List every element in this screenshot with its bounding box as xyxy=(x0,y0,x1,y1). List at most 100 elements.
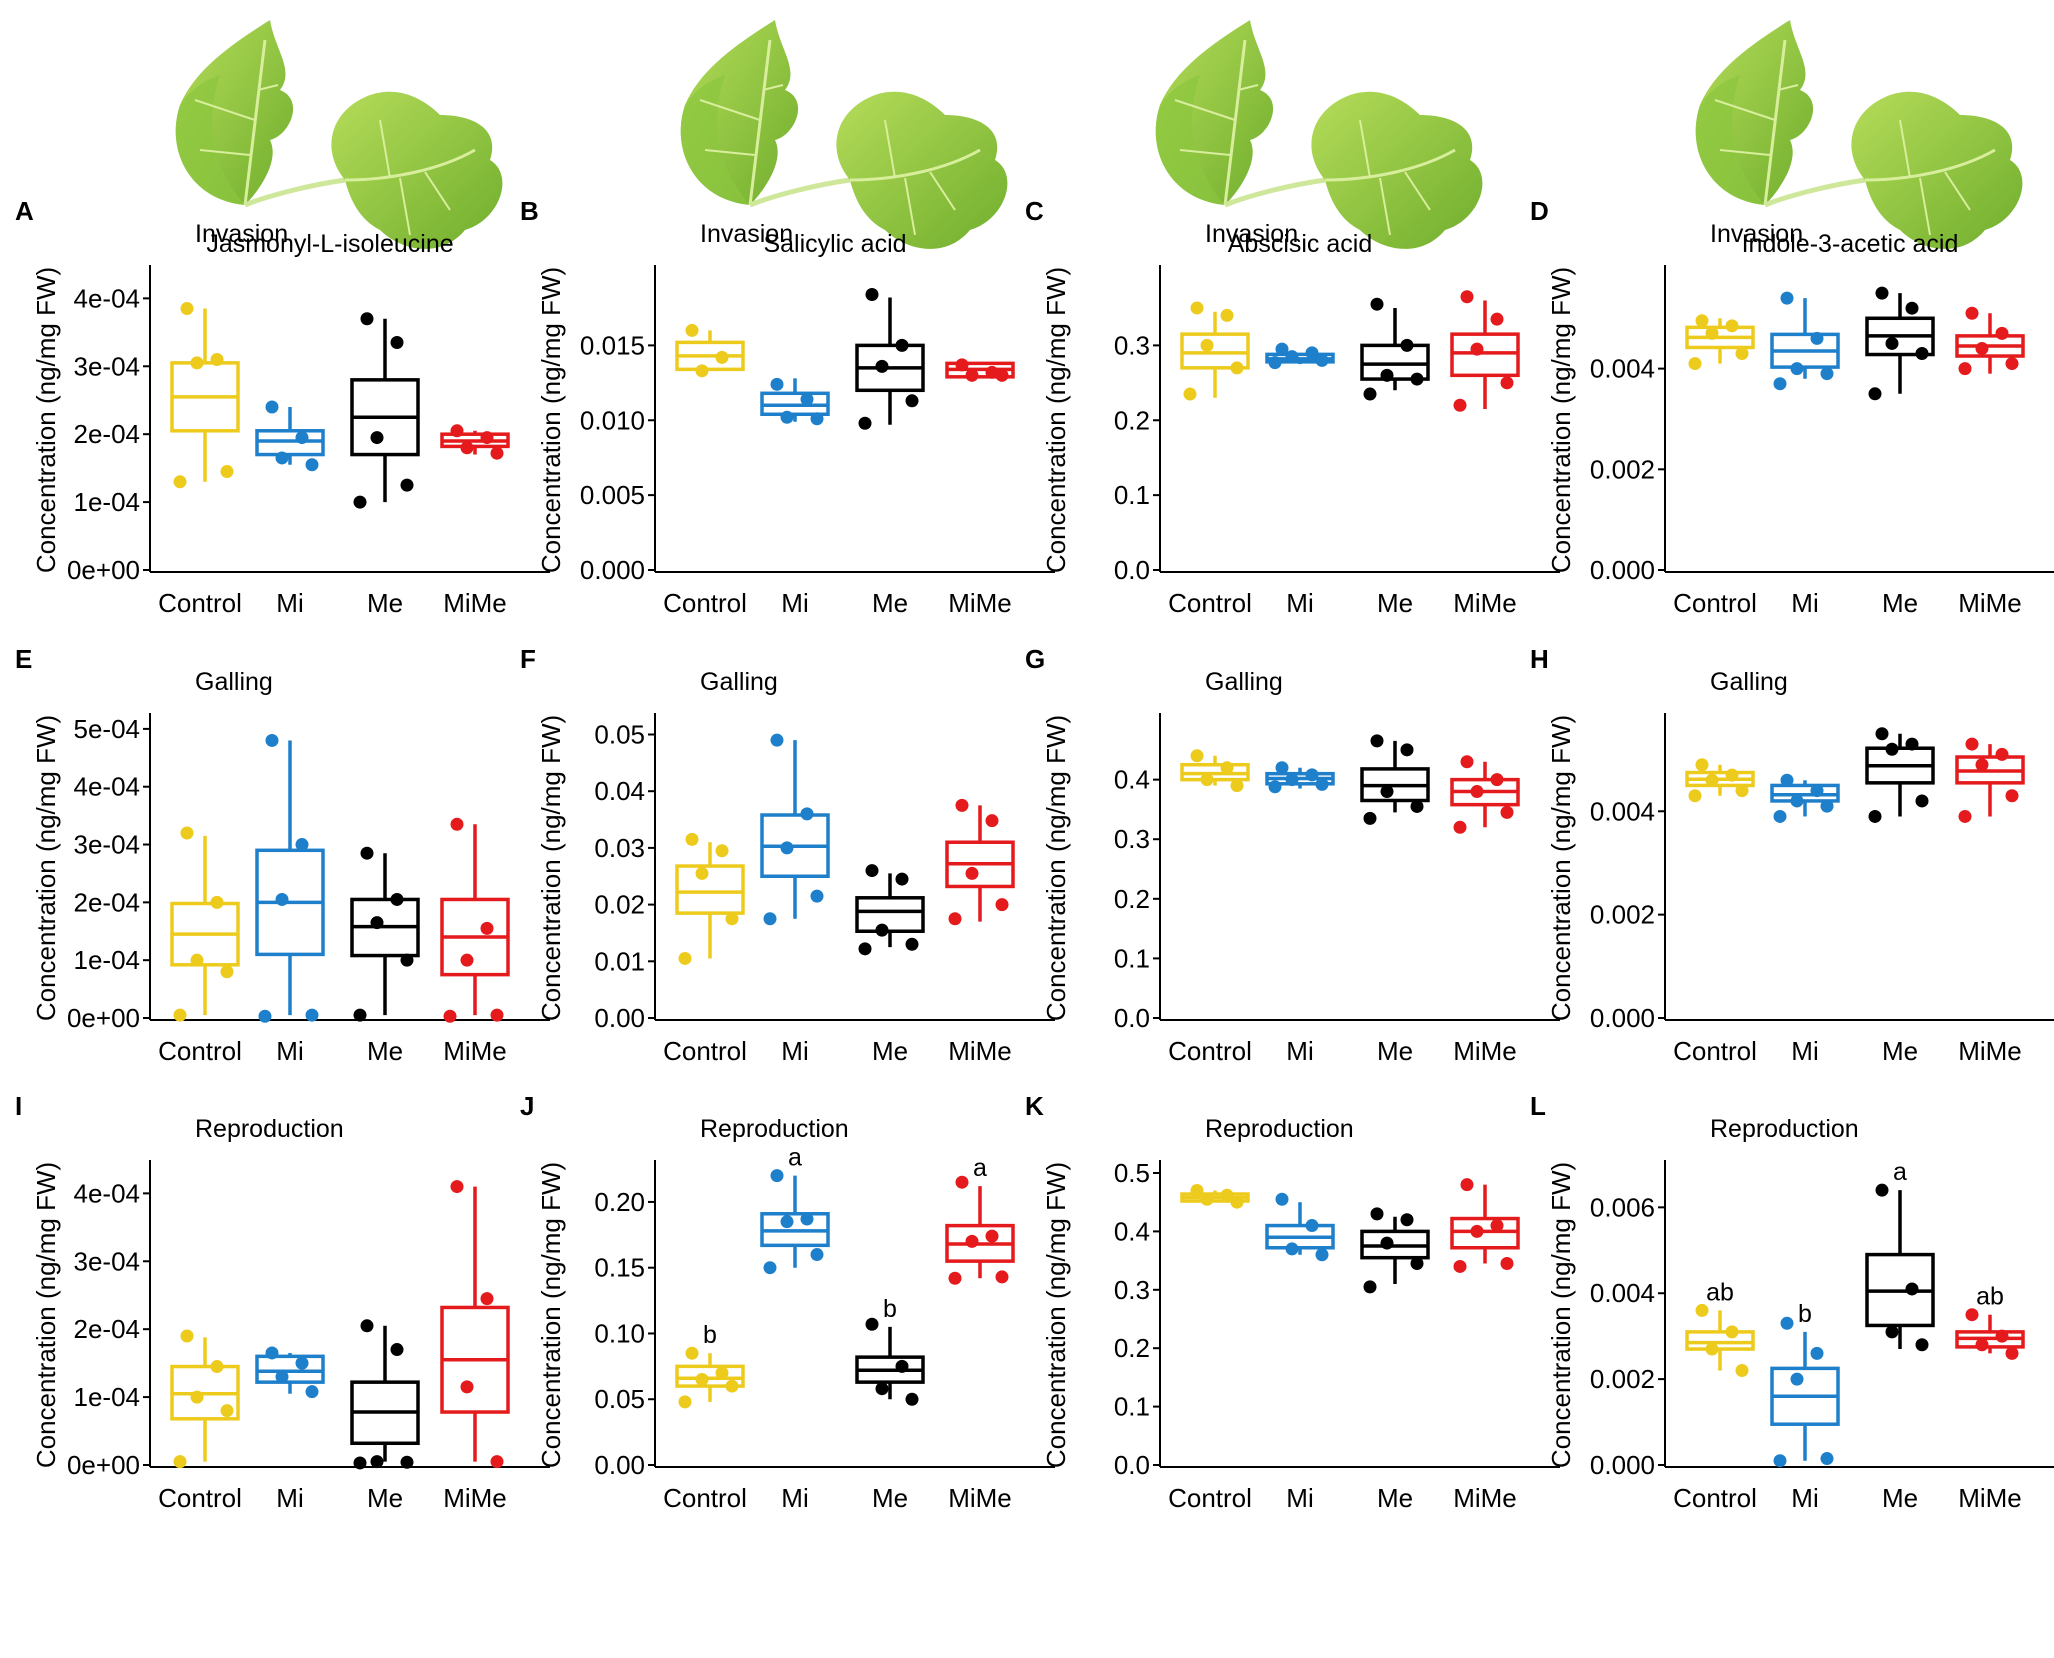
panel-letter: D xyxy=(1530,196,1549,226)
y-tick-label: 0.000 xyxy=(1590,1450,1655,1480)
data-point xyxy=(1688,357,1702,371)
x-tick-label: Me xyxy=(872,1036,908,1066)
y-tick-label: 0.010 xyxy=(580,405,645,435)
data-point xyxy=(810,1248,824,1262)
x-tick-label: MiMe xyxy=(443,1036,507,1066)
data-point xyxy=(1958,362,1972,376)
box-mime xyxy=(1450,290,1520,412)
box-me xyxy=(1360,1207,1430,1294)
data-point xyxy=(1958,809,1972,823)
x-tick-label: MiMe xyxy=(1453,588,1517,618)
box-mime xyxy=(945,798,1015,926)
data-point xyxy=(1230,1195,1244,1209)
y-tick-label: 4e-04 xyxy=(74,772,141,802)
box-me xyxy=(855,287,925,430)
y-tick-label: 0.004 xyxy=(1590,796,1655,826)
data-point xyxy=(725,1379,739,1393)
data-point xyxy=(800,392,814,406)
data-point xyxy=(275,892,289,906)
data-point xyxy=(360,846,374,860)
y-tick-label: 0.1 xyxy=(1114,1392,1150,1422)
box-me xyxy=(350,312,420,509)
y-tick-label: 1e-04 xyxy=(74,1382,141,1412)
box-me xyxy=(1360,734,1430,825)
data-point xyxy=(1915,347,1929,361)
data-point xyxy=(210,895,224,909)
data-point xyxy=(460,1380,474,1394)
panel-letter: A xyxy=(15,196,34,226)
data-point xyxy=(1380,368,1394,382)
data-point xyxy=(370,431,384,445)
x-tick-label: Control xyxy=(1673,588,1757,618)
x-tick-label: Control xyxy=(1168,588,1252,618)
data-point xyxy=(1868,387,1882,401)
data-point xyxy=(948,912,962,926)
data-point xyxy=(1470,785,1484,799)
data-point xyxy=(1470,342,1484,356)
box-mi xyxy=(255,733,325,1023)
data-point xyxy=(985,814,999,828)
box-control xyxy=(675,1346,745,1409)
x-tick-label: Control xyxy=(1673,1036,1757,1066)
box-mime xyxy=(945,1175,1015,1285)
data-point xyxy=(1220,308,1234,322)
y-tick-label: 0.3 xyxy=(1114,1275,1150,1305)
data-point xyxy=(173,1008,187,1022)
data-point xyxy=(1460,290,1474,304)
x-tick-label: Me xyxy=(1882,1036,1918,1066)
data-point xyxy=(1220,1188,1234,1202)
x-tick-label: Me xyxy=(1377,1036,1413,1066)
y-tick-label: 0.2 xyxy=(1114,405,1150,435)
y-tick-label: 0.0 xyxy=(1114,555,1150,585)
data-point xyxy=(1490,773,1504,787)
box-mime xyxy=(440,817,510,1023)
leaf-icon xyxy=(1156,20,1483,249)
data-point xyxy=(295,1356,309,1370)
data-point xyxy=(763,1261,777,1275)
y-tick-label: 0.2 xyxy=(1114,884,1150,914)
significance-letter: b xyxy=(1798,1300,1812,1328)
y-tick-label: 0.05 xyxy=(594,1384,645,1414)
x-tick-label: Me xyxy=(1882,588,1918,618)
data-point xyxy=(490,446,504,460)
y-tick-label: 0.1 xyxy=(1114,480,1150,510)
data-point xyxy=(305,1385,319,1399)
data-point xyxy=(1790,362,1804,376)
data-point xyxy=(1410,1257,1424,1271)
box-iqr xyxy=(1450,1216,1520,1250)
y-tick-label: 0.00 xyxy=(594,1003,645,1033)
data-point xyxy=(450,817,464,831)
data-point xyxy=(678,951,692,965)
data-point xyxy=(810,889,824,903)
column-title: Jasmonyl-L-isoleucine xyxy=(206,230,453,258)
leaf-icon xyxy=(681,20,1008,249)
y-tick-label: 0.015 xyxy=(580,330,645,360)
data-point xyxy=(1995,1329,2009,1343)
leaf-icon xyxy=(1696,20,2023,249)
data-point xyxy=(1410,799,1424,813)
stage-title: Reproduction xyxy=(1205,1115,1354,1143)
data-point xyxy=(1380,785,1394,799)
data-point xyxy=(1190,1184,1204,1198)
y-axis-label: Concentration (ng/mg FW) xyxy=(31,1162,61,1468)
data-point xyxy=(770,733,784,747)
data-point xyxy=(1773,377,1787,391)
stage-title: Galling xyxy=(700,668,778,696)
data-point xyxy=(353,495,367,509)
y-tick-label: 0.20 xyxy=(594,1187,645,1217)
x-tick-label: Mi xyxy=(1286,588,1313,618)
data-point xyxy=(685,1346,699,1360)
stage-title: Invasion xyxy=(195,220,288,248)
box-me xyxy=(350,1319,420,1470)
stage-title: Invasion xyxy=(1205,220,1298,248)
box-mi xyxy=(1770,291,1840,391)
data-point xyxy=(715,350,729,364)
box-mi xyxy=(255,1346,325,1399)
significance-letter: b xyxy=(883,1295,897,1323)
data-point xyxy=(905,937,919,951)
stage-title: Galling xyxy=(1710,668,1788,696)
box-me xyxy=(1360,297,1430,401)
data-point xyxy=(1400,338,1414,352)
data-point xyxy=(353,1456,367,1470)
y-tick-label: 0.005 xyxy=(580,480,645,510)
